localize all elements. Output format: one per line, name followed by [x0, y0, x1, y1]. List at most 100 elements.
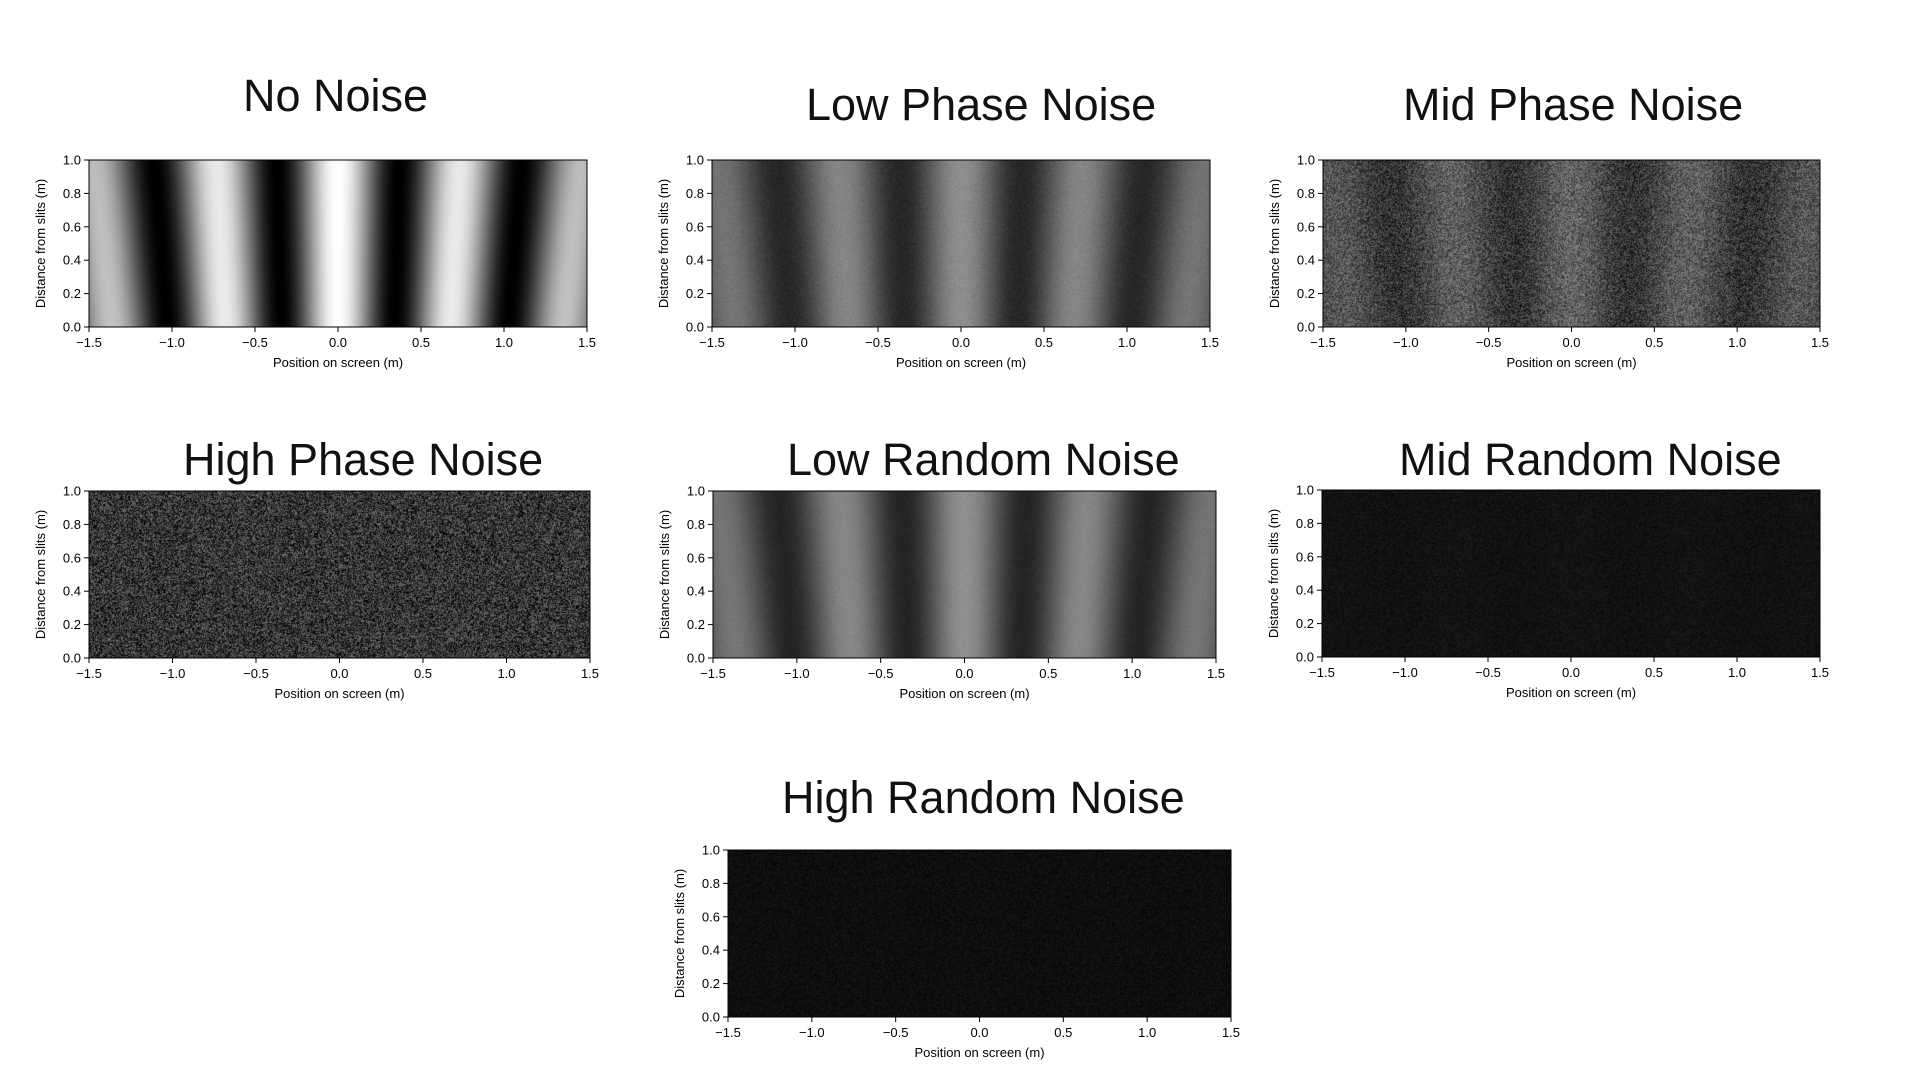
- x-tick-label: 0.0: [1562, 665, 1580, 680]
- x-tick-label: 1.5: [1201, 335, 1219, 350]
- y-tick-label: 0.0: [686, 320, 704, 335]
- x-axis-label: Position on screen (m): [273, 355, 403, 370]
- axes-high-phase-noise: −1.5 −1.0 −0.5 0.0 0.5 1.0 1.5 0.0 0.2 0.4 0.6 0.8 1…: [33, 484, 599, 702]
- x-axis-label: Position on screen (m): [1506, 685, 1636, 700]
- axes-mid-phase-noise: −1.5 −1.0 −0.5 0.0 0.5 1.0 1.5 0.0 0.2 0.4 0.6 0.8 1…: [1267, 153, 1829, 371]
- heatmap-image: [712, 160, 1210, 327]
- y-tick-label: 0.6: [63, 550, 81, 565]
- y-tick-label: 0.2: [1296, 616, 1314, 631]
- y-axis-label: Distance from slits (m): [1267, 179, 1282, 308]
- y-tick-label: 0.0: [63, 320, 81, 335]
- x-tick-label: 0.5: [1035, 335, 1053, 350]
- chart-title: Low Phase Noise: [806, 79, 1157, 130]
- x-tick-label: 0.0: [329, 335, 347, 350]
- x-tick-label: 0.0: [970, 1025, 988, 1040]
- y-tick-label: 1.0: [1297, 153, 1315, 168]
- y-tick-label: 0.8: [1296, 516, 1314, 531]
- x-tick-label: 0.0: [955, 666, 973, 681]
- x-tick-label: −1.0: [782, 335, 808, 350]
- y-axis-label: Distance from slits (m): [33, 179, 48, 308]
- x-tick-label: 1.0: [1123, 666, 1141, 681]
- x-tick-label: −1.0: [1392, 665, 1418, 680]
- x-tick-label: 1.0: [497, 666, 515, 681]
- x-axis-label: Position on screen (m): [274, 686, 404, 701]
- y-tick-label: 0.2: [687, 617, 705, 632]
- y-axis-label: Distance from slits (m): [672, 869, 687, 998]
- x-tick-label: 1.5: [1207, 666, 1225, 681]
- x-tick-label: 0.5: [1645, 335, 1663, 350]
- axes-low-phase-noise: −1.5 −1.0 −0.5 0.0 0.5 1.0 1.5 0.0 0.2 0.4 0.6 0.8 1…: [656, 153, 1219, 371]
- chart-title: Mid Random Noise: [1399, 434, 1782, 485]
- y-tick-label: 0.8: [686, 186, 704, 201]
- x-tick-label: 1.0: [1138, 1025, 1156, 1040]
- y-tick-label: 0.6: [1296, 549, 1314, 564]
- x-tick-label: −0.5: [865, 335, 891, 350]
- x-axis-label: Position on screen (m): [896, 355, 1026, 370]
- y-tick-label: 0.6: [702, 909, 720, 924]
- heatmap-image: [89, 160, 587, 327]
- y-axis-label: Distance from slits (m): [33, 510, 48, 639]
- x-tick-label: 0.0: [952, 335, 970, 350]
- heatmap-image: [1322, 490, 1820, 657]
- x-tick-label: 0.5: [1039, 666, 1057, 681]
- x-axis-label: Position on screen (m): [1506, 355, 1636, 370]
- x-tick-label: 0.5: [414, 666, 432, 681]
- y-tick-label: 0.6: [1297, 219, 1315, 234]
- y-tick-label: 1.0: [63, 153, 81, 168]
- y-tick-label: 0.4: [63, 584, 81, 599]
- x-tick-label: −1.0: [784, 666, 810, 681]
- plot-frame: [711, 159, 1211, 328]
- x-tick-label: 0.5: [1054, 1025, 1072, 1040]
- x-tick-label: 1.0: [1118, 335, 1136, 350]
- y-tick-label: 0.2: [63, 286, 81, 301]
- chart-title: Low Random Noise: [787, 434, 1180, 485]
- y-tick-label: 1.0: [687, 484, 705, 499]
- x-tick-label: −0.5: [243, 666, 269, 681]
- y-tick-label: 0.0: [702, 1010, 720, 1025]
- x-tick-label: 1.5: [1222, 1025, 1240, 1040]
- heatmap-image: [89, 491, 590, 658]
- y-tick-label: 0.6: [63, 219, 81, 234]
- y-tick-label: 0.8: [687, 517, 705, 532]
- y-tick-label: 0.0: [687, 651, 705, 666]
- x-tick-label: 0.5: [412, 335, 430, 350]
- y-tick-label: 0.2: [702, 976, 720, 991]
- y-tick-label: 0.6: [687, 550, 705, 565]
- y-tick-label: 0.8: [1297, 186, 1315, 201]
- y-tick-label: 0.2: [63, 617, 81, 632]
- y-tick-label: 0.0: [1296, 650, 1314, 665]
- plot-frame: [1322, 159, 1821, 328]
- y-tick-label: 1.0: [63, 484, 81, 499]
- y-tick-label: 0.0: [1297, 320, 1315, 335]
- x-tick-label: −1.5: [715, 1025, 741, 1040]
- y-tick-label: 0.4: [1297, 253, 1315, 268]
- x-tick-label: −0.5: [242, 335, 268, 350]
- y-tick-label: 0.8: [63, 517, 81, 532]
- x-axis-label: Position on screen (m): [899, 686, 1029, 701]
- x-tick-label: −1.5: [700, 666, 726, 681]
- heatmap-image: [713, 491, 1216, 658]
- x-tick-label: 1.0: [495, 335, 513, 350]
- y-tick-label: 0.4: [686, 253, 704, 268]
- x-tick-label: −1.0: [159, 335, 185, 350]
- x-tick-label: −1.5: [76, 335, 102, 350]
- x-tick-label: −1.5: [1309, 665, 1335, 680]
- x-tick-label: 0.5: [1645, 665, 1663, 680]
- plot-frame: [88, 490, 591, 659]
- plot-frame: [712, 490, 1217, 659]
- y-tick-label: 0.4: [1296, 583, 1314, 598]
- x-tick-label: 1.0: [1728, 665, 1746, 680]
- y-axis-label: Distance from slits (m): [656, 179, 671, 308]
- y-axis-label: Distance from slits (m): [657, 510, 672, 639]
- x-tick-label: −1.0: [1393, 335, 1419, 350]
- y-tick-label: 1.0: [686, 153, 704, 168]
- x-tick-label: −0.5: [1475, 665, 1501, 680]
- heatmap-image: [1323, 160, 1820, 327]
- plot-frame: [88, 159, 588, 328]
- axes-no-noise: −1.5 −1.0 −0.5 0.0 0.5 1.0 1.5 0.0 0.2 0.4 0.6 0.8 1…: [33, 153, 596, 371]
- y-tick-label: 0.0: [63, 651, 81, 666]
- chart-title: High Phase Noise: [183, 434, 544, 485]
- axes-mid-random-noise: −1.5 −1.0 −0.5 0.0 0.5 1.0 1.5 0.0 0.2 0.4 0.6 0.8 1…: [1266, 483, 1829, 701]
- y-tick-label: 0.4: [702, 943, 720, 958]
- x-tick-label: 0.0: [1562, 335, 1580, 350]
